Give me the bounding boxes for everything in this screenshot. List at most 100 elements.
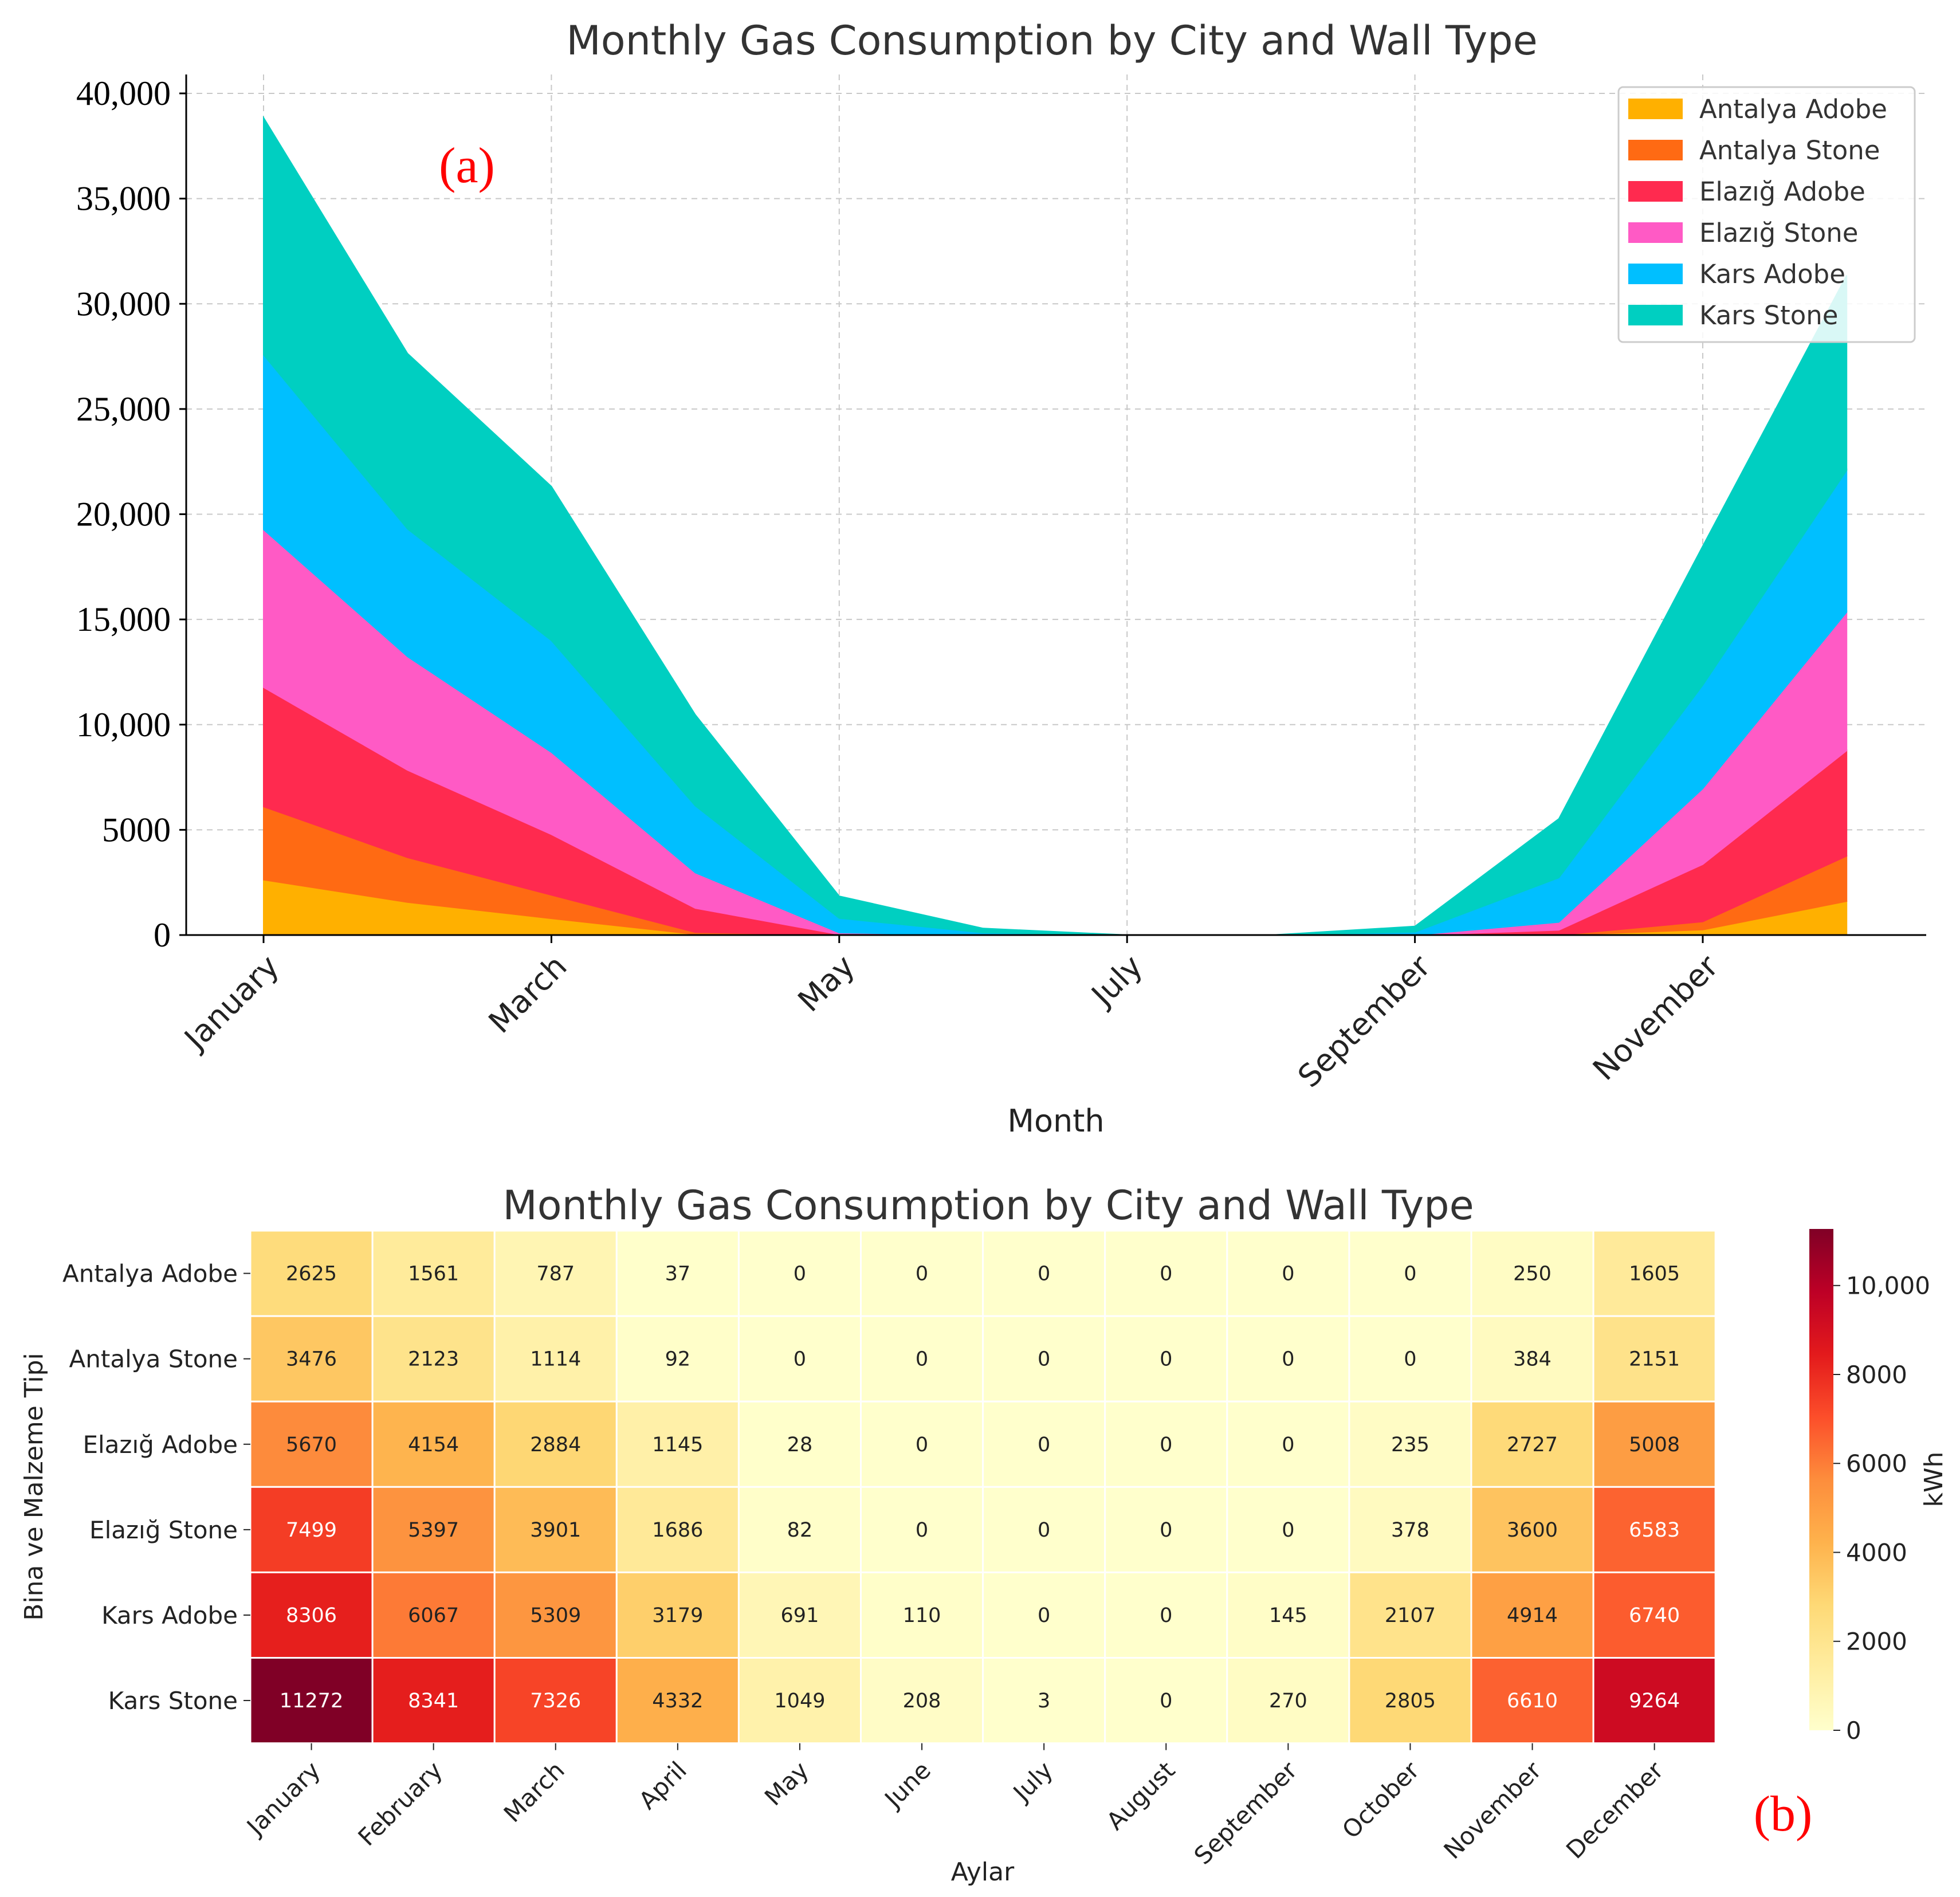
heatmap-cell-value: 1605 — [1629, 1263, 1680, 1286]
heatmap-cell — [493, 1571, 618, 1659]
legend-swatch — [1628, 140, 1683, 160]
heatmap-cell — [737, 1571, 862, 1659]
heatmap-cell-value: 8341 — [408, 1690, 459, 1713]
heatmap-cell-value: 384 — [1513, 1348, 1551, 1371]
heatmap-cell-value: 4914 — [1507, 1604, 1558, 1627]
heatmap-cell-value: 37 — [665, 1263, 691, 1286]
heatmap-cell-value: 8306 — [286, 1604, 337, 1627]
heatmap-row-labels: Antalya Adobe Antalya Stone Elazığ Adobe El… — [62, 1260, 250, 1715]
heatmap-cell — [1470, 1486, 1594, 1573]
heatmap-cell — [615, 1230, 740, 1317]
heatmap-cell — [737, 1486, 862, 1573]
heatmap-cell — [1104, 1400, 1228, 1488]
heatmap-cell-value: 0 — [1404, 1348, 1416, 1371]
heatmap-cell-value: 3901 — [530, 1519, 581, 1542]
colorbar-tick-label: 6000 — [1846, 1450, 1907, 1478]
heatmap-column-label: January — [240, 1756, 325, 1841]
heatmap-cell-value: 1049 — [774, 1690, 825, 1713]
heatmap-row-label: Kars Adobe — [101, 1601, 238, 1629]
heatmap-column-label: May — [759, 1756, 814, 1811]
heatmap-cell — [249, 1486, 374, 1573]
y-tick-label: 5000 — [102, 811, 171, 849]
y-tick-label: 35,000 — [76, 180, 171, 218]
heatmap-cell-value: 5309 — [530, 1604, 581, 1627]
heatmap-cell — [1104, 1315, 1228, 1403]
y-tick-label: 20,000 — [76, 496, 171, 533]
y-tick-label: 25,000 — [76, 390, 171, 428]
colorbar-tick-label: 0 — [1846, 1717, 1861, 1745]
heatmap-cell-value: 787 — [536, 1263, 575, 1286]
heatmap-cell-value: 208 — [903, 1690, 941, 1713]
heatmap-cell-value: 28 — [787, 1433, 813, 1456]
heatmap-cell — [982, 1657, 1106, 1745]
heatmap-cell-value: 4332 — [652, 1690, 703, 1713]
heatmap-cell-value: 0 — [1038, 1433, 1050, 1456]
heatmap-cell — [1470, 1230, 1594, 1317]
heatmap-cell — [371, 1315, 496, 1403]
heatmap-cell-value: 0 — [1282, 1433, 1294, 1456]
heatmap-cell — [371, 1657, 496, 1745]
heatmap-cell — [1470, 1657, 1594, 1745]
heatmap-cell — [1348, 1230, 1472, 1317]
y-tick-label: 15,000 — [76, 600, 171, 638]
x-tick-label: November — [1586, 948, 1726, 1087]
heatmap-cell — [1592, 1486, 1717, 1573]
heatmap-cell — [737, 1657, 862, 1745]
heatmap-cell-value: 378 — [1391, 1519, 1429, 1542]
colorbar-gradient — [1809, 1229, 1833, 1730]
heatmap-cell-value: 1145 — [652, 1433, 703, 1456]
heatmap-cell-value: 0 — [1160, 1519, 1172, 1542]
colorbar-tick-label: 4000 — [1846, 1538, 1907, 1566]
y-tick-label: 30,000 — [76, 285, 171, 323]
heatmap-cell-value: 145 — [1269, 1604, 1307, 1627]
heatmap-cell-value: 0 — [794, 1348, 806, 1371]
heatmap-cell — [493, 1486, 618, 1573]
heatmap-cell-value: 6610 — [1507, 1690, 1558, 1713]
heatmap-cell-value: 11272 — [280, 1690, 343, 1713]
legend-label: Kars Stone — [1699, 300, 1839, 331]
heatmap-cell-value: 2625 — [286, 1263, 337, 1286]
legend-swatch — [1628, 264, 1683, 284]
area-chart-series — [263, 115, 1848, 936]
heatmap-cell — [982, 1315, 1106, 1403]
heatmap-cell-value: 82 — [787, 1519, 813, 1542]
heatmap-cell — [1592, 1400, 1717, 1488]
heatmap-cell-value: 2805 — [1385, 1690, 1436, 1713]
heatmap-cell — [1348, 1486, 1472, 1573]
heatmap-cell-value: 9264 — [1629, 1690, 1680, 1713]
heatmap-colorbar: 0 2000 4000 6000 8000 10,000 — [1809, 1229, 1930, 1745]
colorbar-tick-label: 2000 — [1846, 1628, 1907, 1656]
y-tick-label: 10,000 — [76, 706, 171, 744]
stacked-area-chart: Monthly Gas Consumption by City and Wall… — [76, 17, 1926, 1139]
heatmap-cell-value: 0 — [1160, 1263, 1172, 1286]
heatmap-cell-value: 0 — [1038, 1604, 1050, 1627]
heatmap-cell — [371, 1486, 496, 1573]
colorbar-label: kWh — [1919, 1452, 1949, 1507]
heatmap-cell — [860, 1486, 984, 1573]
area-chart-y-ticks: 0 5000 10,000 15,000 20,000 25,000 30,000 35,00… — [76, 74, 186, 954]
legend-swatch — [1628, 305, 1683, 325]
heatmap-column-label: November — [1438, 1756, 1547, 1865]
area-chart-x-label: Month — [1007, 1103, 1104, 1139]
area-chart-legend: Antalya Adobe Antalya Stone Elazığ Adobe El… — [1617, 86, 1916, 343]
heatmap-cell-value: 7326 — [530, 1690, 581, 1713]
heatmap-cell — [982, 1486, 1106, 1573]
heatmap-cell-value: 6067 — [408, 1604, 459, 1627]
heatmap-cell — [1592, 1230, 1717, 1317]
heatmap-row-label: Elazığ Stone — [89, 1516, 238, 1544]
heatmap-cell-value: 5008 — [1629, 1433, 1680, 1456]
x-tick-label: March — [482, 948, 574, 1040]
panel-label-a: (a) — [439, 138, 495, 194]
panel-label-b: (b) — [1754, 1786, 1813, 1842]
legend-label: Antalya Adobe — [1699, 94, 1887, 124]
heatmap-cell-value: 5397 — [408, 1519, 459, 1542]
heatmap-cell-value: 2884 — [530, 1433, 581, 1456]
heatmap-cell-value: 0 — [1160, 1690, 1172, 1713]
heatmap-cell-value: 0 — [794, 1263, 806, 1286]
heatmap-cell-value: 250 — [1513, 1263, 1551, 1286]
heatmap-cell — [615, 1657, 740, 1745]
heatmap-cell — [1226, 1230, 1350, 1317]
heatmap-cell-value: 92 — [665, 1348, 691, 1371]
heatmap-cell-value: 0 — [1038, 1519, 1050, 1542]
